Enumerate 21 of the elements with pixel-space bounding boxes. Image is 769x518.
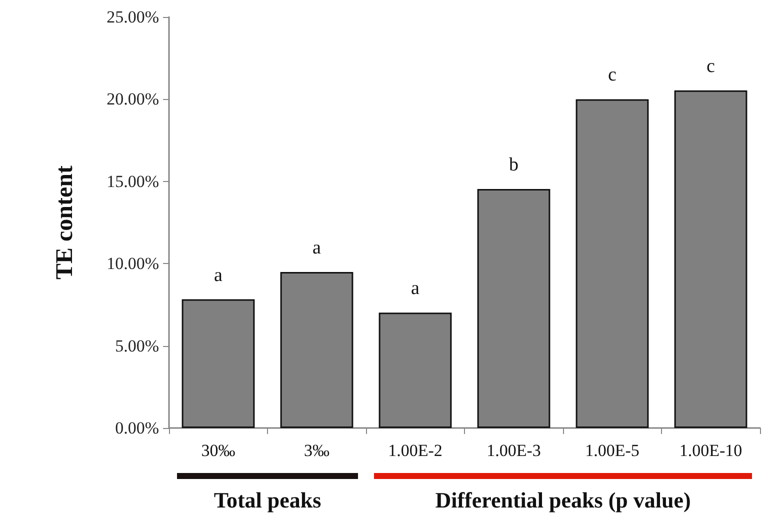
y-tick-label: 25.00% xyxy=(106,8,159,26)
x-tick-label: 1.00E-10 xyxy=(679,441,742,460)
annotation: b xyxy=(509,154,518,176)
x-tick-label: 30‰ xyxy=(201,441,236,460)
y-axis-title: TE content xyxy=(52,165,78,280)
y-tick-label: 15.00% xyxy=(106,172,159,191)
annotation: a xyxy=(312,237,322,258)
x-tick-label: 1.00E-5 xyxy=(585,441,640,460)
y-tick-label: 10.00% xyxy=(106,254,159,274)
text: Differential peaks (p value) xyxy=(435,488,691,512)
x-tick-label: 1.00E-2 xyxy=(388,441,442,460)
y-tick-label: 5.00% xyxy=(115,336,159,356)
text: Total peaks xyxy=(214,488,322,512)
y-tick-label: 0.00% xyxy=(115,418,159,438)
annotation: c xyxy=(706,56,715,77)
x-tick-label: 1.00E-3 xyxy=(486,441,541,460)
annotation: a xyxy=(411,278,420,300)
annotation: c xyxy=(608,64,616,86)
x-tick-label: 3‰ xyxy=(304,441,330,460)
y-tick-label: 20.00% xyxy=(106,90,159,109)
annotation: a xyxy=(214,264,224,286)
